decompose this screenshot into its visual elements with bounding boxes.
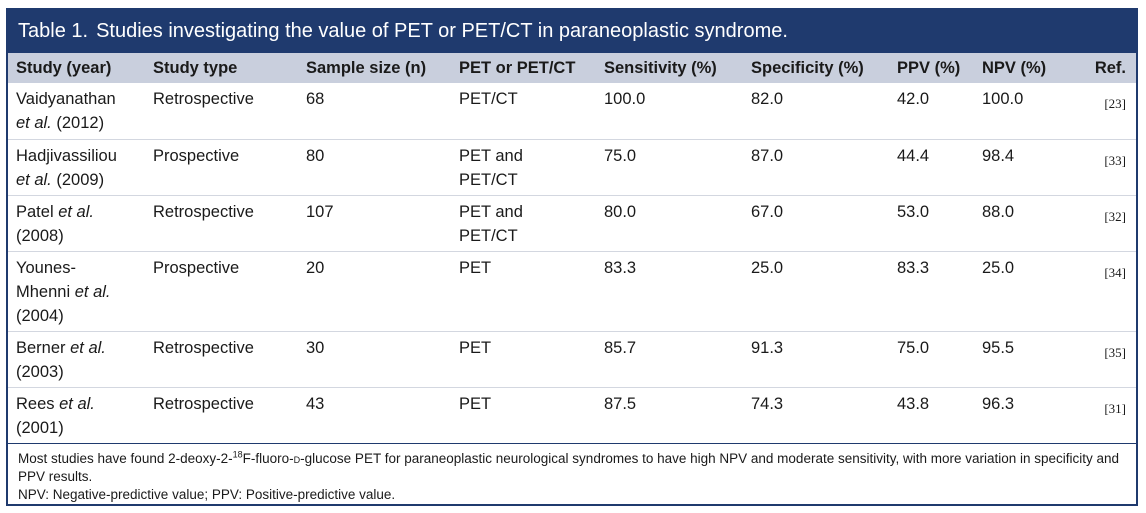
specificity-cell: 91.3 [743,330,889,387]
study-cell: Vaidyanathan et al. (2012) [16,90,116,132]
ppv-cell: 43.8 [889,386,974,443]
n-cell: 30 [298,330,451,387]
modality-cell: PET [451,250,596,331]
ref-cell: [23] [1104,96,1126,111]
footnote-abbreviations: NPV: Negative-predictive value; PPV: Pos… [18,487,396,502]
specificity-cell: 74.3 [743,386,889,443]
table-row: Vaidyanathan et al. (2012) Retrospective … [8,83,1136,139]
table-row: Hadjivassiliou et al. (2009) Prospective … [8,138,1136,195]
npv-cell: 25.0 [974,250,1074,331]
npv-cell: 88.0 [974,194,1074,251]
npv-cell: 96.3 [974,386,1074,443]
npv-cell: 95.5 [974,330,1074,387]
table-row: Berner et al. (2003) Retrospective 30 PET… [8,330,1136,387]
n-cell: 20 [298,250,451,331]
type-cell: Retrospective [153,90,254,108]
study-cell: Hadjivassiliou et al. (2009) [8,138,145,195]
header-npv: NPV (%) [974,53,1074,83]
modality-cell: PET [451,330,596,387]
header-specificity: Specificity (%) [743,53,889,83]
ref-cell: [32] [1074,194,1136,251]
table-row: Younes- Mhenni et al. (2004) Prospective 2… [8,250,1136,331]
specificity-cell: 67.0 [743,194,889,251]
modality-cell: PET and PET/CT [451,194,596,251]
header-study-type: Study type [145,53,298,83]
type-cell: Prospective [145,138,298,195]
ref-cell: [34] [1074,250,1136,331]
type-cell: Retrospective [145,386,298,443]
study-cell: Berner et al. (2003) [8,330,145,387]
sensitivity-cell: 83.3 [596,250,743,331]
studies-table: Study (year) Study type Sample size (n) … [8,53,1136,443]
header-modality: PET or PET/CT [451,53,596,83]
table-row: Patel et al. (2008) Retrospective 107 PET… [8,194,1136,251]
header-sample-size: Sample size (n) [298,53,451,83]
study-cell: Patel et al. (2008) [8,194,145,251]
study-cell: Rees et al. (2001) [8,386,145,443]
ppv-cell: 75.0 [889,330,974,387]
sensitivity-cell: 87.5 [596,386,743,443]
header-study: Study (year) [8,53,145,83]
footnote-summary: Most studies have found 2-deoxy-2-18F-fl… [18,449,1120,484]
header-ppv: PPV (%) [889,53,974,83]
ppv-cell: 44.4 [889,138,974,195]
n-cell: 80 [298,138,451,195]
modality-cell: PET [451,386,596,443]
table-label: Table 1. [18,20,89,42]
table-title: Table 1. Studies investigating the value… [8,10,1136,53]
specificity-cell: 25.0 [743,250,889,331]
ppv-cell: 53.0 [889,194,974,251]
n-cell: 107 [298,194,451,251]
type-cell: Retrospective [145,330,298,387]
header-row: Study (year) Study type Sample size (n) … [8,53,1136,83]
modality-cell: PET and PET/CT [451,138,596,195]
n-cell: 43 [298,386,451,443]
npv-cell: 98.4 [974,138,1074,195]
modality-cell: PET/CT [459,90,518,108]
sensitivity-cell: 85.7 [596,330,743,387]
table-frame: Table 1. Studies investigating the value… [6,8,1138,506]
ppv-cell: 42.0 [897,90,930,108]
ref-cell: [35] [1074,330,1136,387]
type-cell: Retrospective [145,194,298,251]
sensitivity-cell: 80.0 [596,194,743,251]
specificity-cell: 82.0 [751,90,784,108]
n-cell: 68 [306,90,325,108]
table-row: Rees et al. (2001) Retrospective 43 PET 8… [8,386,1136,443]
table-footnote: Most studies have found 2-deoxy-2-18F-fl… [8,443,1136,504]
ref-cell: [33] [1074,138,1136,195]
type-cell: Prospective [145,250,298,331]
header-sensitivity: Sensitivity (%) [596,53,743,83]
specificity-cell: 87.0 [743,138,889,195]
sensitivity-cell: 100.0 [604,90,646,108]
header-ref: Ref. [1074,53,1136,83]
study-cell: Younes- Mhenni et al. (2004) [8,250,145,331]
table-title-text: Studies investigating the value of PET o… [96,20,788,42]
ref-cell: [31] [1074,386,1136,443]
npv-cell: 100.0 [982,90,1024,108]
ppv-cell: 83.3 [889,250,974,331]
sensitivity-cell: 75.0 [596,138,743,195]
